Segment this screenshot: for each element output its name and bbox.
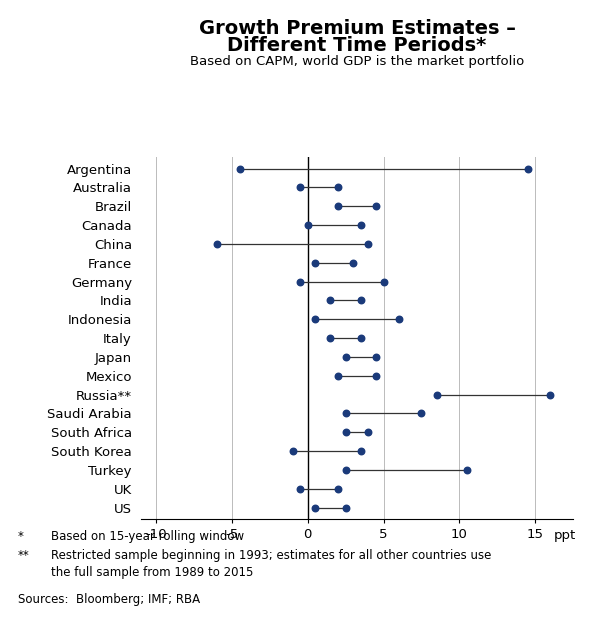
- Point: [333, 201, 343, 211]
- Text: *: *: [18, 530, 24, 543]
- Point: [326, 333, 335, 343]
- Point: [303, 220, 313, 230]
- Point: [341, 408, 350, 418]
- Point: [349, 258, 358, 268]
- Point: [356, 296, 365, 306]
- Point: [341, 427, 350, 437]
- Point: [364, 427, 373, 437]
- Point: [356, 333, 365, 343]
- Point: [311, 503, 320, 513]
- Point: [371, 370, 381, 381]
- Point: [212, 239, 221, 249]
- Text: Restricted sample beginning in 1993; estimates for all other countries use
the f: Restricted sample beginning in 1993; est…: [51, 549, 491, 579]
- Point: [311, 258, 320, 268]
- Point: [416, 408, 426, 418]
- Point: [295, 277, 305, 287]
- Point: [235, 164, 244, 174]
- Point: [364, 239, 373, 249]
- Point: [371, 201, 381, 211]
- Point: [295, 484, 305, 494]
- Text: Different Time Periods*: Different Time Periods*: [227, 36, 487, 55]
- Point: [333, 370, 343, 381]
- Point: [288, 446, 298, 456]
- Text: **: **: [18, 549, 30, 562]
- Point: [311, 314, 320, 325]
- Text: Based on 15-year rolling window: Based on 15-year rolling window: [51, 530, 244, 543]
- Point: [295, 182, 305, 192]
- Text: Growth Premium Estimates –: Growth Premium Estimates –: [199, 19, 515, 38]
- Point: [371, 352, 381, 362]
- Text: Sources:  Bloomberg; IMF; RBA: Sources: Bloomberg; IMF; RBA: [18, 593, 200, 606]
- Text: ppt: ppt: [553, 529, 575, 542]
- Point: [379, 277, 388, 287]
- Point: [356, 220, 365, 230]
- Point: [462, 465, 472, 475]
- Point: [523, 164, 532, 174]
- Point: [341, 352, 350, 362]
- Point: [341, 465, 350, 475]
- Point: [356, 446, 365, 456]
- Point: [333, 484, 343, 494]
- Point: [341, 503, 350, 513]
- Point: [326, 296, 335, 306]
- Point: [545, 389, 555, 399]
- Point: [432, 389, 442, 399]
- Point: [394, 314, 403, 325]
- Text: Based on CAPM, world GDP is the market portfolio: Based on CAPM, world GDP is the market p…: [190, 55, 524, 68]
- Point: [333, 182, 343, 192]
